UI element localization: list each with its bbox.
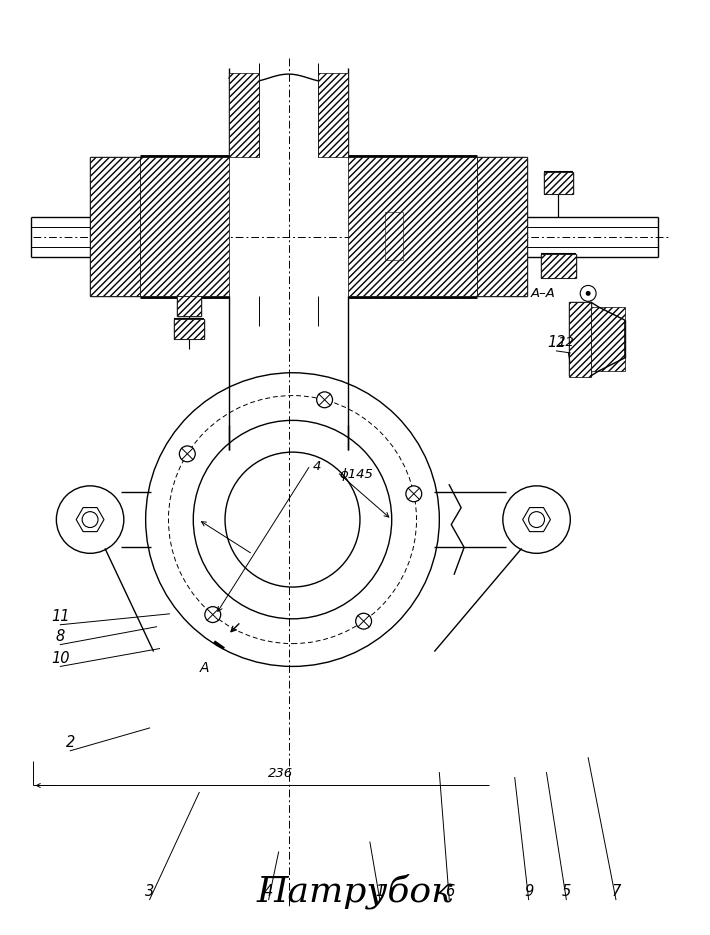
- Text: 3: 3: [145, 885, 154, 899]
- Text: 10: 10: [51, 651, 70, 666]
- Text: Патрубок: Патрубок: [256, 874, 454, 910]
- Text: 6: 6: [444, 885, 454, 899]
- Text: 9: 9: [524, 885, 533, 899]
- Text: 1: 1: [375, 885, 384, 899]
- Text: 236: 236: [268, 767, 293, 780]
- Text: 12: 12: [557, 337, 574, 350]
- Bar: [385, 212, 403, 260]
- Circle shape: [180, 446, 195, 462]
- Bar: [477, 157, 527, 296]
- Bar: [569, 302, 591, 377]
- Circle shape: [529, 511, 545, 527]
- Bar: [178, 296, 201, 316]
- Text: 7: 7: [611, 885, 621, 899]
- Text: 4: 4: [312, 460, 321, 473]
- Bar: [229, 73, 258, 157]
- Bar: [348, 157, 477, 296]
- Circle shape: [586, 291, 591, 295]
- Circle shape: [56, 486, 124, 554]
- Text: 8: 8: [55, 629, 65, 644]
- Bar: [140, 157, 229, 296]
- Text: 11: 11: [51, 610, 70, 625]
- Text: А: А: [200, 661, 209, 675]
- Text: 2: 2: [65, 735, 75, 750]
- Circle shape: [503, 486, 570, 554]
- Bar: [540, 253, 577, 279]
- Circle shape: [356, 613, 371, 629]
- Text: ϕ145: ϕ145: [339, 468, 373, 481]
- Text: 12: 12: [547, 336, 566, 351]
- Circle shape: [317, 392, 332, 408]
- Text: А–А: А–А: [530, 287, 555, 300]
- Bar: [175, 319, 204, 339]
- Bar: [591, 308, 625, 371]
- Text: 5: 5: [562, 885, 571, 899]
- Circle shape: [82, 511, 98, 527]
- Bar: [90, 157, 140, 296]
- Bar: [318, 73, 348, 157]
- Bar: [544, 172, 573, 194]
- Circle shape: [406, 486, 422, 502]
- Text: 4: 4: [264, 885, 273, 899]
- Circle shape: [205, 607, 221, 623]
